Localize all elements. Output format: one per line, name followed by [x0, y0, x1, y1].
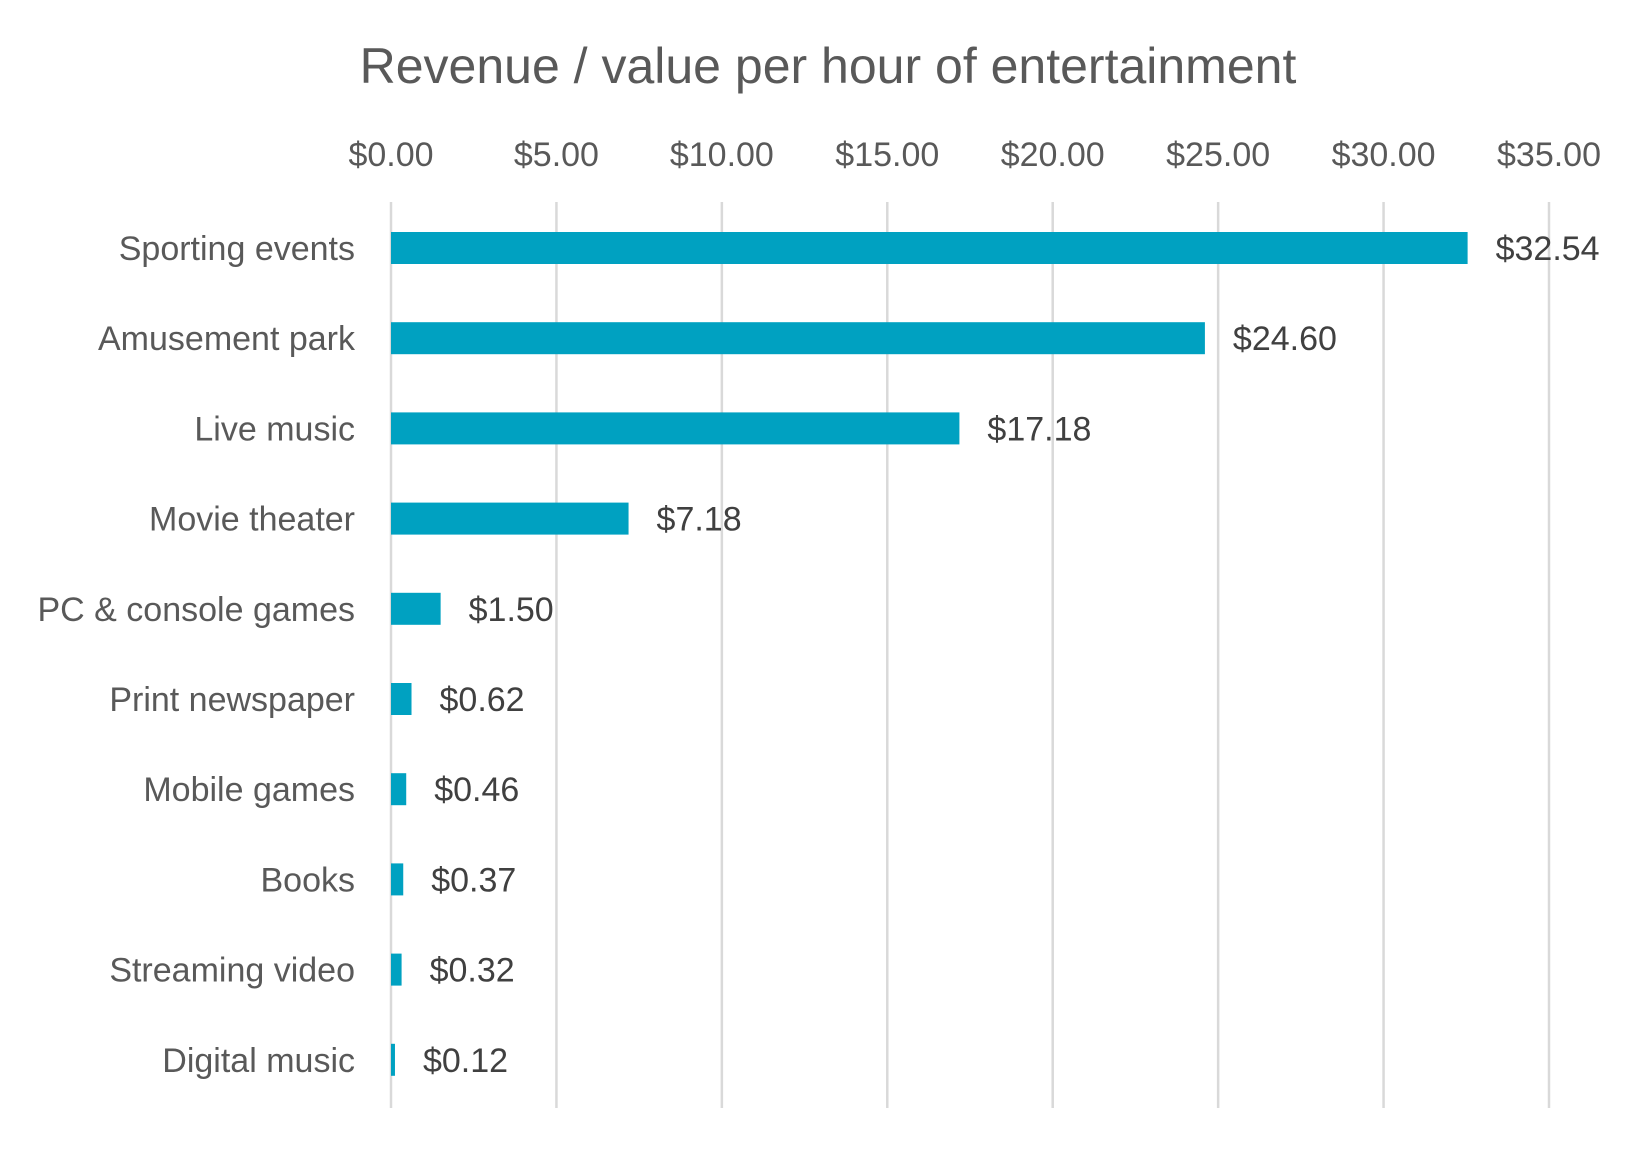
data-label: $32.54	[1496, 230, 1600, 268]
bar	[391, 592, 441, 625]
chart-title: Revenue / value per hour of entertainmen…	[360, 38, 1297, 94]
data-label: $0.46	[434, 771, 519, 809]
bar	[391, 773, 407, 806]
bar	[391, 412, 960, 445]
x-axis-ticks: $0.00 $5.00 $10.00 $15.00 $20.00 $25.00 $30.00…	[348, 136, 1601, 174]
bars	[391, 232, 1468, 1076]
x-tick-label: $35.00	[1497, 136, 1601, 174]
bar	[391, 683, 412, 715]
category-label: Books	[261, 861, 356, 899]
category-labels: Sporting events Amusement park Live music M…	[38, 230, 356, 1080]
category-label: Sporting events	[119, 230, 355, 268]
x-tick-label: $0.00	[348, 136, 433, 174]
x-tick-label: $20.00	[1001, 136, 1105, 174]
data-label: $17.18	[987, 410, 1091, 448]
category-label: Print newspaper	[109, 681, 355, 719]
x-tick-label: $10.00	[670, 136, 774, 174]
data-label: $7.18	[657, 501, 742, 539]
category-label: Amusement park	[98, 320, 356, 358]
category-label: PC & console games	[38, 591, 356, 629]
bar	[391, 232, 1468, 264]
x-tick-label: $25.00	[1166, 136, 1270, 174]
data-label: $0.12	[423, 1042, 508, 1080]
x-tick-label: $30.00	[1332, 136, 1436, 174]
bar	[391, 953, 402, 986]
data-label: $0.32	[430, 952, 515, 990]
bar	[391, 502, 629, 535]
bar	[391, 322, 1205, 355]
data-label: $24.60	[1233, 320, 1337, 358]
data-labels: $32.54 $24.60 $17.18 $7.18 $1.50 $0.62 $0.46 $0…	[423, 230, 1600, 1080]
x-tick-label: $5.00	[514, 136, 599, 174]
category-label: Mobile games	[143, 771, 355, 809]
x-tick-label: $15.00	[835, 136, 939, 174]
category-label: Streaming video	[109, 952, 355, 990]
data-label: $1.50	[469, 591, 554, 629]
bar	[391, 863, 404, 896]
bar	[391, 1043, 395, 1076]
category-label: Movie theater	[149, 501, 355, 539]
data-label: $0.62	[440, 681, 525, 719]
data-label: $0.37	[431, 861, 516, 899]
category-label: Live music	[194, 410, 355, 448]
category-label: Digital music	[162, 1042, 355, 1080]
